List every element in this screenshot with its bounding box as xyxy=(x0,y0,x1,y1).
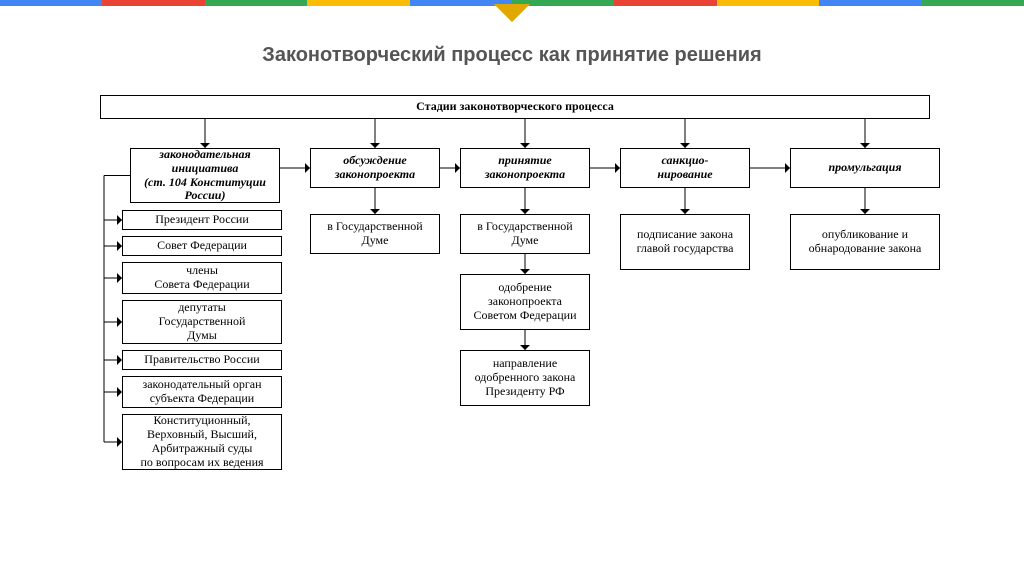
sub-box-1-0: в Государственной Думе xyxy=(310,214,440,254)
stage-box-4: промульгация xyxy=(790,148,940,188)
left-item-1: Совет Федерации xyxy=(122,236,282,256)
stage-box-3: санкцио-нирование xyxy=(620,148,750,188)
header-box: Стадии законотворческого процесса xyxy=(100,95,930,119)
sub-box-2-0: в Государственной Думе xyxy=(460,214,590,254)
left-item-4: Правительство России xyxy=(122,350,282,370)
sub-box-2-2: направление одобренного закона Президент… xyxy=(460,350,590,406)
page-title: Законотворческий процесс как принятие ре… xyxy=(0,44,1024,67)
left-item-6: Конституционный,Верховный, Высший,Арбитр… xyxy=(122,414,282,470)
sub-box-2-1: одобрение законопроекта Советом Федераци… xyxy=(460,274,590,330)
left-item-3: депутатыГосударственнойДумы xyxy=(122,300,282,344)
left-item-5: законодательный органсубъекта Федерации xyxy=(122,376,282,408)
stage-box-0: законодательная инициатива(ст. 104 Конст… xyxy=(130,148,280,203)
sub-box-4-0: опубликование и обнародование закона xyxy=(790,214,940,270)
stage-box-2: принятие законопроекта xyxy=(460,148,590,188)
left-item-2: членыСовета Федерации xyxy=(122,262,282,294)
left-item-0: Президент России xyxy=(122,210,282,230)
stage-box-1: обсуждение законопроекта xyxy=(310,148,440,188)
sub-box-3-0: подписание закона главой государства xyxy=(620,214,750,270)
